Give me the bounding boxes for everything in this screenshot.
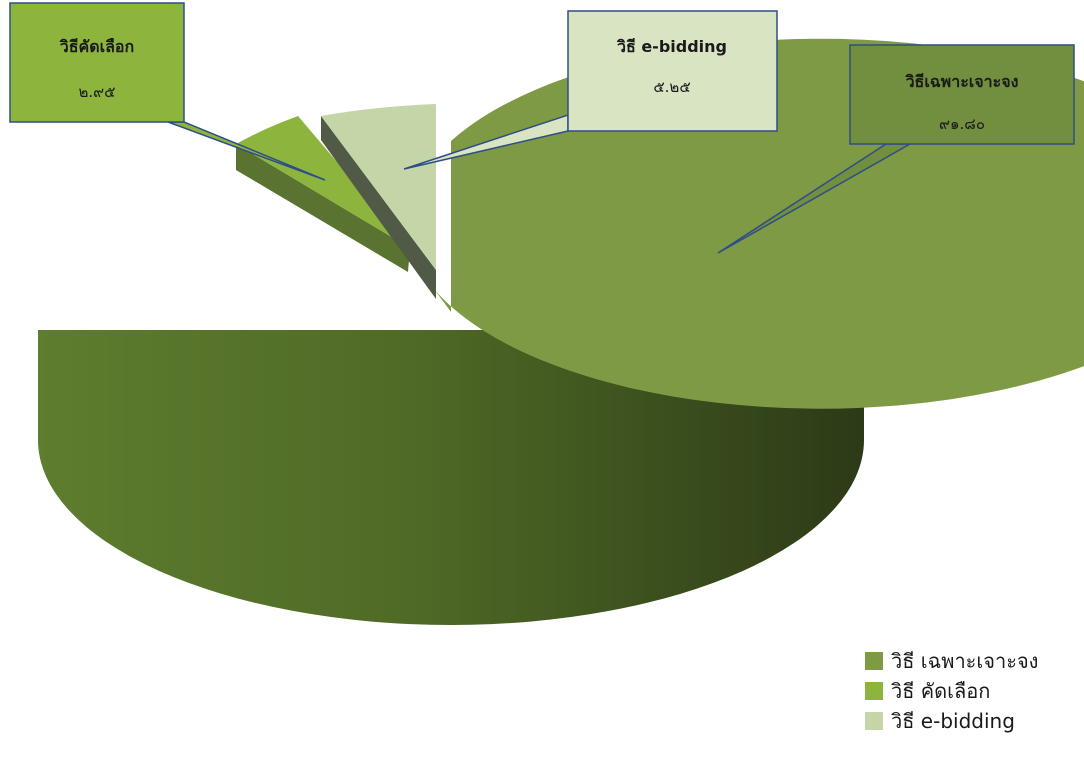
legend-swatch-large — [865, 652, 883, 670]
pie-slice-side-kadlek — [236, 144, 410, 272]
legend-label-large: วิธี เฉพาะเจาะจง — [891, 649, 1039, 673]
pie-slice-side-ebidding — [321, 116, 436, 299]
legend-item-ebidding: วิธี e-bidding — [865, 706, 1038, 736]
callout-ebidding-box — [567, 10, 778, 132]
callout-large-box — [849, 44, 1075, 145]
legend-item-kadlek: วิธี คัดเลือก — [865, 676, 1038, 706]
callout-kadlek-value: ๒.๙๕ — [79, 83, 116, 101]
legend-label-ebidding: วิธี e-bidding — [891, 709, 1015, 733]
legend-label-kadlek: วิธี คัดเลือก — [891, 679, 991, 703]
callout-kadlek-label: วิธีคัดเลือก — [59, 37, 134, 56]
legend-swatch-kadlek — [865, 682, 883, 700]
legend-item-large: วิธี เฉพาะเจาะจง — [865, 646, 1038, 676]
pie-slice-side-large — [38, 330, 864, 625]
pie-slice-ebidding — [321, 104, 436, 270]
callout-ebidding-label: วิธี e-bidding — [616, 37, 727, 56]
callout-ebidding-value: ๕.๒๕ — [653, 78, 690, 96]
legend: วิธี เฉพาะเจาะจง วิธี คัดเลือก วิธี e-bi… — [865, 646, 1038, 736]
pie-slice-kadlek — [236, 116, 410, 248]
callout-large-value: ๙๑.๘๐ — [939, 115, 985, 133]
callout-large-label: วิธีเฉพาะเจาะจง — [905, 72, 1019, 91]
callout-kadlek-box — [9, 2, 185, 123]
legend-swatch-ebidding — [865, 712, 883, 730]
